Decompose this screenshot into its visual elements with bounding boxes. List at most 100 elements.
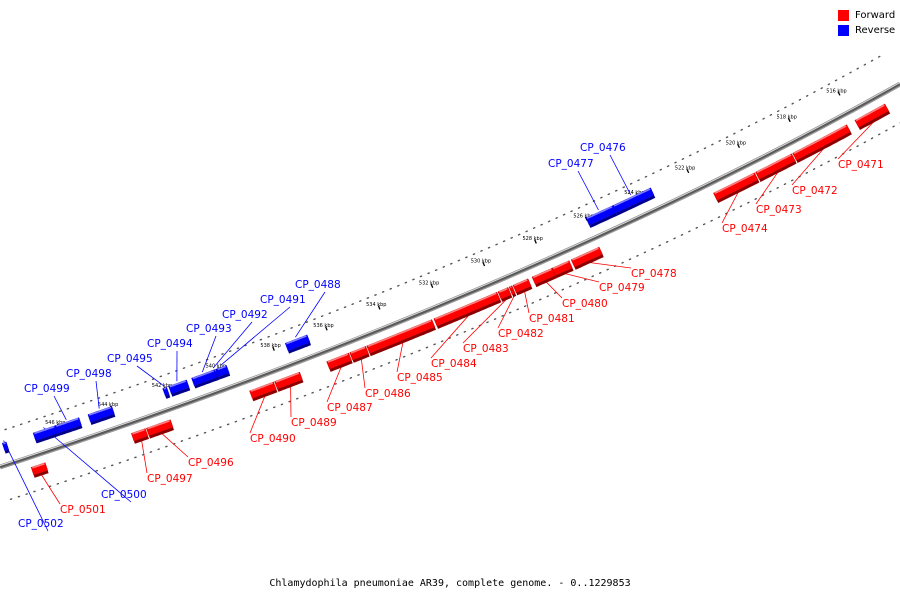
gene-highlight xyxy=(572,247,599,261)
gene-label[interactable]: CP_0502 xyxy=(18,518,64,530)
gene-callout-line xyxy=(95,380,100,409)
gene-cp-0479[interactable] xyxy=(551,260,573,276)
gene-callout-line xyxy=(564,273,600,283)
gene-label[interactable]: CP_0496 xyxy=(188,457,234,469)
gene-cp-0497[interactable] xyxy=(131,428,149,442)
gene-label[interactable]: CP_0488 xyxy=(295,279,341,291)
kbp-tick-mark xyxy=(325,326,328,331)
kbp-tick-label: 528 kbp xyxy=(523,236,543,242)
gene-label[interactable]: CP_0479 xyxy=(599,282,645,294)
kbp-tick-mark xyxy=(377,305,381,310)
gene-label[interactable]: CP_0480 xyxy=(562,298,608,310)
gene-label[interactable]: CP_0491 xyxy=(260,294,306,306)
gene-cp-0473[interactable] xyxy=(755,153,796,180)
gene-label[interactable]: CP_0477 xyxy=(548,158,594,170)
gene-side xyxy=(616,195,656,216)
gene-cp-0490[interactable] xyxy=(249,381,277,399)
gene-label[interactable]: CP_0498 xyxy=(66,368,112,380)
gene-side xyxy=(555,267,574,279)
gene-label[interactable]: CP_0500 xyxy=(101,489,147,501)
gene-label[interactable]: CP_0484 xyxy=(431,358,477,370)
gene-callout-line xyxy=(360,358,366,389)
gene-label[interactable]: CP_0474 xyxy=(722,223,768,235)
gene-highlight xyxy=(613,188,651,207)
gene-callout-line xyxy=(201,335,217,373)
gene-label[interactable]: CP_0501 xyxy=(60,504,106,516)
gene-cp-0478[interactable] xyxy=(570,246,603,268)
gene-label[interactable]: CP_0485 xyxy=(397,372,443,384)
gene-callout-line xyxy=(161,433,189,458)
gene-callout-line xyxy=(837,120,875,160)
gene-label[interactable]: CP_0489 xyxy=(291,417,337,429)
gene-cp-0488[interactable] xyxy=(284,334,311,352)
kbp-tick-label: 536 kbp xyxy=(313,323,333,329)
gene-highlight xyxy=(163,387,167,390)
gene-highlight xyxy=(250,382,274,392)
gene-label[interactable]: CP_0494 xyxy=(147,338,193,350)
gene-label[interactable]: CP_0495 xyxy=(107,353,153,365)
gene-highlight xyxy=(217,365,226,371)
gene-highlight xyxy=(434,292,497,320)
gene-cp-0484[interactable] xyxy=(433,291,501,327)
gene-side xyxy=(516,286,533,296)
gene-label[interactable]: CP_0473 xyxy=(756,204,802,216)
gene-cp-0476[interactable] xyxy=(612,187,655,214)
gene-side xyxy=(329,360,353,372)
kbp-tick-label: 516 kbp xyxy=(826,88,846,94)
gene-label[interactable]: CP_0472 xyxy=(792,185,838,197)
backbone-shadow xyxy=(0,81,900,470)
gene-cp-0498[interactable] xyxy=(87,406,115,423)
gene-side xyxy=(574,254,604,270)
gene-callout-line xyxy=(326,366,342,403)
gene-label[interactable]: CP_0471 xyxy=(838,159,884,171)
gene-side xyxy=(90,413,116,425)
legend: Forward Reverse xyxy=(838,8,895,38)
gene-side xyxy=(369,326,436,357)
gene-callout-line xyxy=(430,314,470,359)
gene-callout-line xyxy=(497,295,515,329)
gene-highlight xyxy=(32,463,45,469)
gene-callout-line xyxy=(40,474,61,505)
gene-label[interactable]: CP_0497 xyxy=(147,473,193,485)
gene-side xyxy=(171,387,191,397)
gene-label[interactable]: CP_0483 xyxy=(463,343,509,355)
gene-label[interactable]: CP_0492 xyxy=(222,309,268,321)
kbp-tick-label: 534 kbp xyxy=(366,302,386,308)
kbp-tick-mark xyxy=(430,283,434,289)
gene-label[interactable]: CP_0476 xyxy=(580,142,626,154)
gene-callout-line xyxy=(141,440,148,474)
gene-cp-0471[interactable] xyxy=(854,103,889,128)
gene-label[interactable]: CP_0487 xyxy=(327,402,373,414)
gene-side xyxy=(57,425,83,437)
gene-label[interactable]: CP_0478 xyxy=(631,268,677,280)
gene-highlight xyxy=(327,353,349,363)
gene-callout-line xyxy=(295,291,326,338)
reverse-swatch xyxy=(838,25,849,36)
gene-side xyxy=(219,372,231,380)
gene-callout-line xyxy=(755,171,779,205)
gene-cp-0499[interactable] xyxy=(54,417,82,434)
gene-side xyxy=(194,377,219,389)
gene-callout-line xyxy=(462,298,508,344)
gene-callout-line xyxy=(589,262,632,269)
kbp-tick-mark xyxy=(837,91,841,96)
gene-highlight xyxy=(350,346,366,354)
gene-side xyxy=(535,275,557,288)
gene-label[interactable]: CP_0490 xyxy=(250,433,296,445)
gene-label[interactable]: CP_0486 xyxy=(365,388,411,400)
gene-side xyxy=(759,160,797,182)
gene-highlight xyxy=(855,104,885,122)
gene-label[interactable]: CP_0482 xyxy=(498,328,544,340)
legend-reverse: Reverse xyxy=(838,23,895,38)
forward-swatch xyxy=(838,10,849,21)
gene-cp-0485[interactable] xyxy=(366,319,436,354)
gene-label[interactable]: CP_0493 xyxy=(186,323,232,335)
gene-label[interactable]: CP_0481 xyxy=(529,313,575,325)
kbp-tick-label: 532 kbp xyxy=(419,280,439,286)
gene-highlight xyxy=(793,125,847,155)
gene-highlight xyxy=(56,417,79,427)
gene-label[interactable]: CP_0499 xyxy=(24,383,70,395)
gene-cp-0483[interactable] xyxy=(497,287,512,300)
gene-side xyxy=(252,389,278,402)
kbp-tick-label: 538 kbp xyxy=(260,343,280,349)
